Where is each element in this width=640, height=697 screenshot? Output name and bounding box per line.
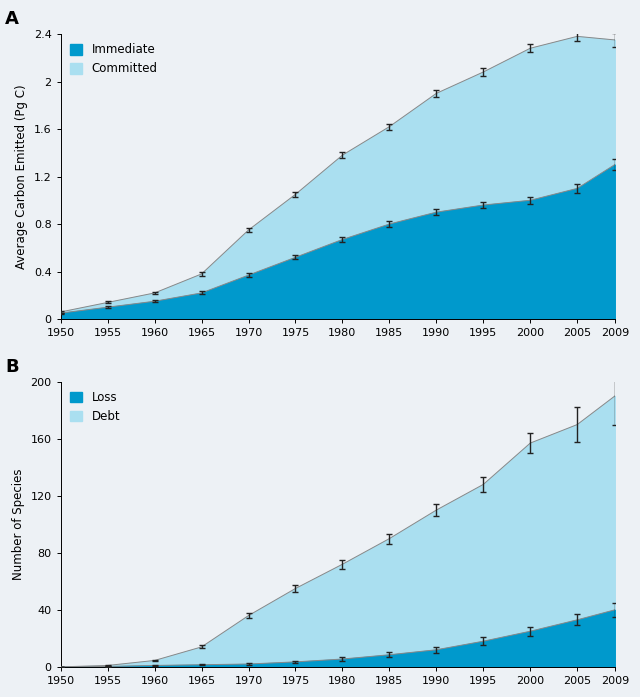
Legend: Loss, Debt: Loss, Debt — [67, 388, 124, 427]
Text: A: A — [5, 10, 19, 29]
Y-axis label: Number of Species: Number of Species — [12, 468, 25, 580]
Y-axis label: Average Carbon Emitted (Pg C): Average Carbon Emitted (Pg C) — [15, 84, 28, 269]
Legend: Immediate, Committed: Immediate, Committed — [67, 40, 161, 79]
Text: B: B — [5, 358, 19, 376]
